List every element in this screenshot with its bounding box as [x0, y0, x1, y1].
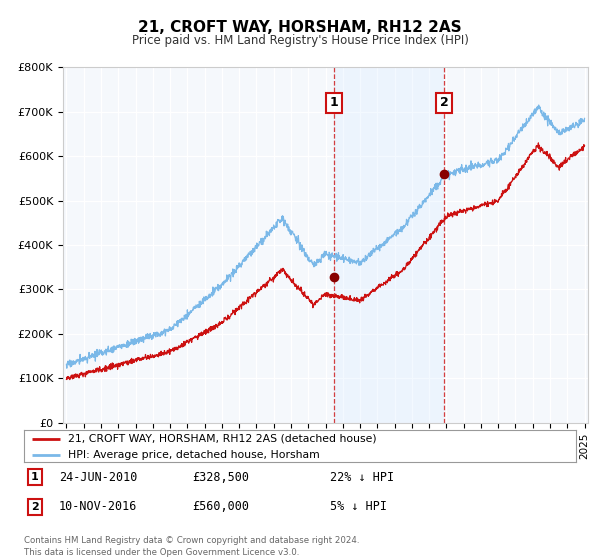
Text: £560,000: £560,000 — [192, 500, 249, 514]
Text: 21, CROFT WAY, HORSHAM, RH12 2AS (detached house): 21, CROFT WAY, HORSHAM, RH12 2AS (detach… — [68, 433, 377, 444]
Text: Contains HM Land Registry data © Crown copyright and database right 2024.
This d: Contains HM Land Registry data © Crown c… — [24, 536, 359, 557]
Bar — [334, 67, 444, 423]
Text: 2: 2 — [440, 96, 448, 109]
Text: 2: 2 — [31, 502, 38, 512]
Text: HPI: Average price, detached house, Horsham: HPI: Average price, detached house, Hors… — [68, 450, 320, 460]
Text: 5% ↓ HPI: 5% ↓ HPI — [330, 500, 387, 514]
Text: 22% ↓ HPI: 22% ↓ HPI — [330, 470, 394, 484]
Text: 24-JUN-2010: 24-JUN-2010 — [59, 470, 137, 484]
Text: 1: 1 — [329, 96, 338, 109]
Text: 1: 1 — [31, 472, 38, 482]
Text: £328,500: £328,500 — [192, 470, 249, 484]
Text: Price paid vs. HM Land Registry's House Price Index (HPI): Price paid vs. HM Land Registry's House … — [131, 34, 469, 48]
Text: 21, CROFT WAY, HORSHAM, RH12 2AS: 21, CROFT WAY, HORSHAM, RH12 2AS — [138, 21, 462, 35]
Text: 10-NOV-2016: 10-NOV-2016 — [59, 500, 137, 514]
